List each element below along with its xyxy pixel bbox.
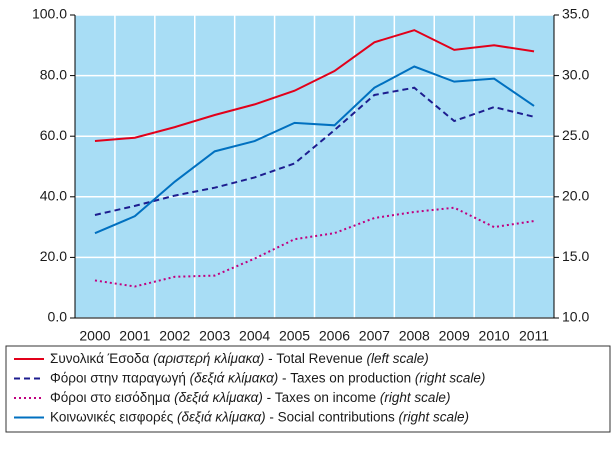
series-line (94, 65, 535, 235)
y2-tick-label: 30.0 (562, 66, 589, 82)
y-tick-label: 100.0 (32, 6, 67, 22)
legend-label: Φόροι στο εισόδημα (δεξιά κλίμακα) - Tax… (50, 390, 450, 405)
x-tick-label: 2010 (479, 328, 510, 344)
x-tick-label: 2003 (199, 328, 230, 344)
y-tick-label: 40.0 (40, 188, 67, 204)
x-tick-label: 2002 (159, 328, 190, 344)
legend-label: Συνολικά Έσοδα (αριστερή κλίμακα) - Tota… (50, 351, 429, 366)
x-tick-label: 2004 (239, 328, 270, 344)
y-tick-label: 0.0 (48, 309, 68, 325)
series-line (94, 29, 535, 143)
legend-label: Φόροι στην παραγωγή (δεξιά κλίμακα) - Ta… (50, 370, 485, 385)
x-tick-label: 2000 (79, 328, 110, 344)
y-tick-label: 20.0 (40, 248, 67, 264)
x-tick-label: 2006 (319, 328, 350, 344)
x-tick-label: 2009 (439, 328, 470, 344)
y-tick-label: 80.0 (40, 66, 67, 82)
y2-tick-label: 35.0 (562, 6, 589, 22)
x-tick-label: 2001 (119, 328, 150, 344)
legend-label: Κοινωνικές εισφορές (δεξιά κλίμακα) - So… (50, 409, 469, 424)
y2-tick-label: 25.0 (562, 127, 589, 143)
x-tick-label: 2008 (399, 328, 430, 344)
y2-tick-label: 10.0 (562, 309, 589, 325)
series-line (94, 206, 535, 288)
y-tick-label: 60.0 (40, 127, 67, 143)
series-line (94, 86, 535, 216)
y2-tick-label: 20.0 (562, 188, 589, 204)
x-tick-label: 2005 (279, 328, 310, 344)
y2-tick-label: 15.0 (562, 248, 589, 264)
x-tick-label: 2011 (519, 328, 549, 344)
x-tick-label: 2007 (359, 328, 390, 344)
legend-box (5, 345, 611, 433)
